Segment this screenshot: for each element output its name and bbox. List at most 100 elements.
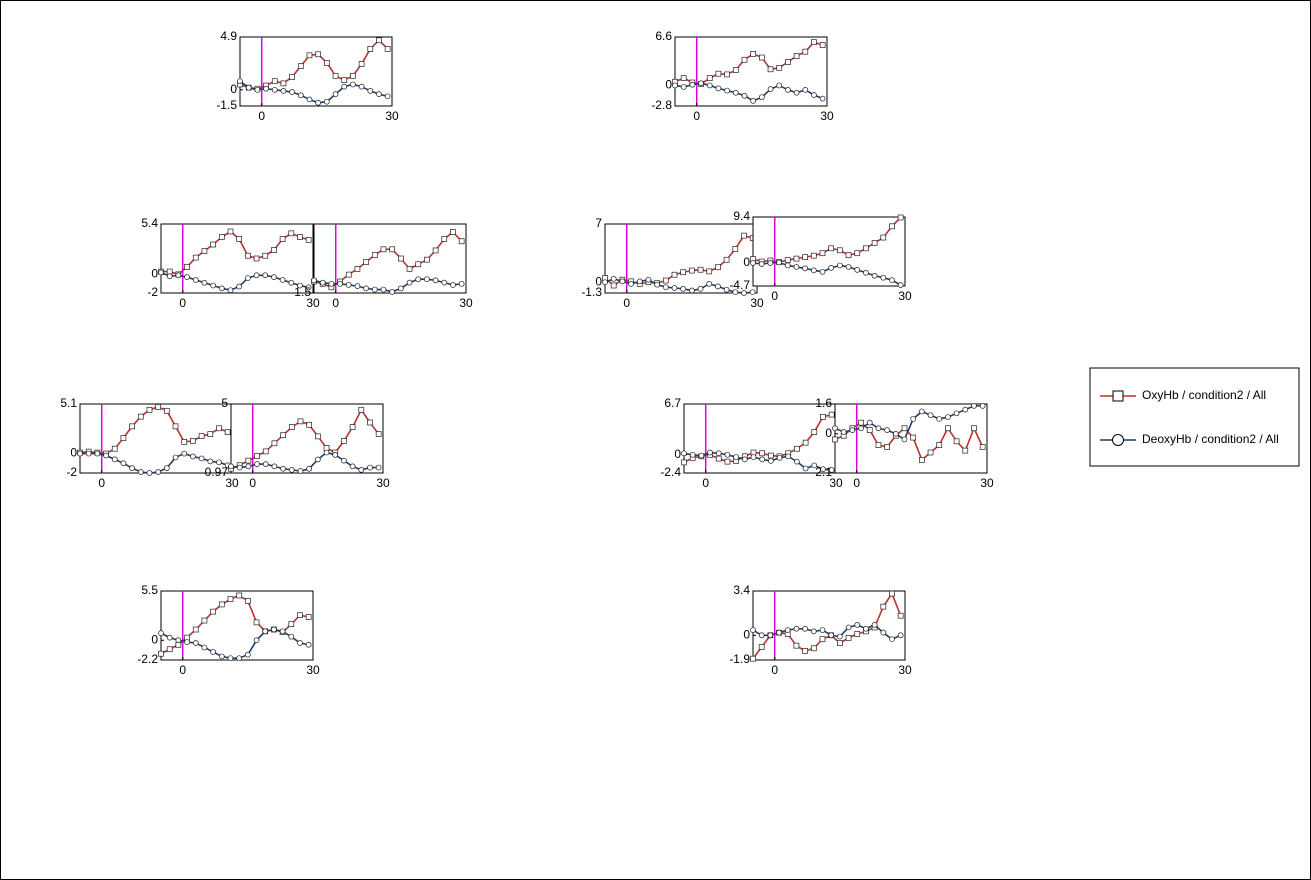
marker-circle (793, 89, 800, 96)
marker-square (201, 248, 208, 254)
marker-circle (784, 262, 791, 269)
marker-circle (262, 628, 269, 635)
marker-circle (245, 651, 251, 658)
marker-square (858, 419, 864, 426)
marker-circle (767, 86, 774, 92)
y-tick-label: -2 (66, 465, 77, 479)
marker-circle (802, 87, 809, 93)
marker-circle (77, 450, 83, 457)
marker-square (224, 429, 231, 436)
marker-circle (723, 286, 730, 293)
marker-circle (254, 461, 260, 467)
marker-circle (332, 91, 339, 97)
marker-circle (245, 275, 251, 281)
y-tick-label: -2.8 (651, 98, 672, 112)
panel: -1.9 0 3.4 0 30 (729, 583, 912, 677)
marker-circle (768, 458, 774, 464)
marker-circle (380, 286, 387, 293)
x-tick-label: 0 (623, 296, 630, 310)
marker-circle (201, 644, 208, 651)
y-tick-label: 3.4 (733, 583, 750, 597)
marker-circle (254, 86, 261, 93)
x-tick-label: 30 (898, 663, 912, 677)
marker-square (192, 254, 199, 261)
marker-square (201, 617, 208, 624)
marker-square (253, 619, 260, 626)
panel: -1.5 0 30 (290, 223, 473, 310)
panel: -2.4 0 6.7 0 30 (660, 396, 843, 490)
marker-circle (680, 84, 687, 90)
marker-square (172, 423, 179, 430)
marker-circle (741, 456, 748, 463)
marker-circle (689, 81, 696, 88)
marker-circle (698, 80, 704, 87)
marker-square (741, 232, 747, 239)
marker-square (837, 247, 843, 254)
marker-circle (750, 454, 757, 460)
legend-box (1089, 367, 1300, 467)
marker-square (245, 457, 252, 464)
marker-square (129, 423, 135, 430)
marker-square (828, 245, 835, 252)
y-tick-label: 0 (674, 447, 681, 461)
marker-square (854, 631, 861, 637)
marker-circle (271, 274, 277, 280)
marker-square (190, 438, 196, 444)
marker-square (406, 266, 413, 272)
marker-square (750, 51, 757, 57)
marker-circle (897, 632, 904, 639)
marker-circle (306, 465, 313, 472)
marker-circle (137, 469, 144, 475)
x-tick-label: 0 (771, 289, 778, 303)
marker-square (158, 650, 164, 657)
marker-circle (820, 466, 826, 473)
marker-circle (811, 462, 818, 469)
marker-circle (332, 452, 339, 458)
marker-circle (680, 285, 687, 292)
marker-circle (654, 281, 660, 288)
marker-circle (953, 410, 960, 417)
marker-circle (628, 281, 634, 287)
x-tick-label: 30 (980, 476, 994, 490)
y-tick-label: 0 (70, 446, 77, 460)
marker-circle (602, 279, 608, 286)
marker-square (166, 646, 173, 653)
marker-square (323, 445, 330, 451)
marker-circle (103, 452, 109, 459)
marker-circle (350, 81, 356, 88)
marker-square (884, 444, 890, 450)
marker-square (306, 421, 313, 428)
marker-circle (837, 262, 843, 269)
marker-circle (358, 467, 365, 473)
marker-square (724, 71, 730, 78)
marker-circle (192, 640, 199, 646)
marker-circle (207, 458, 214, 465)
marker-circle (910, 416, 917, 422)
marker-circle (236, 283, 243, 290)
marker-square (971, 425, 977, 432)
marker-square (297, 234, 303, 240)
marker-circle (288, 633, 295, 640)
marker-circle (288, 467, 295, 473)
marker-square (759, 450, 766, 457)
marker-square (919, 457, 925, 463)
marker-circle (415, 276, 422, 283)
y-tick-label: -2.2 (137, 652, 158, 666)
marker-square (863, 245, 869, 252)
marker-square (458, 238, 465, 245)
marker-square (837, 640, 843, 646)
marker-circle (802, 625, 808, 632)
marker-circle (724, 451, 731, 458)
marker-circle (262, 272, 269, 279)
marker-square (610, 282, 617, 289)
x-tick-label: 0 (179, 296, 186, 310)
marker-circle (367, 88, 374, 94)
y-tick-label: -2.1 (811, 465, 832, 479)
plot-area (752, 590, 906, 661)
marker-circle (253, 637, 260, 644)
marker-circle (832, 425, 838, 432)
marker-circle (172, 454, 179, 461)
marker-circle (341, 457, 347, 464)
marker-circle (858, 425, 864, 432)
marker-square (245, 598, 251, 604)
